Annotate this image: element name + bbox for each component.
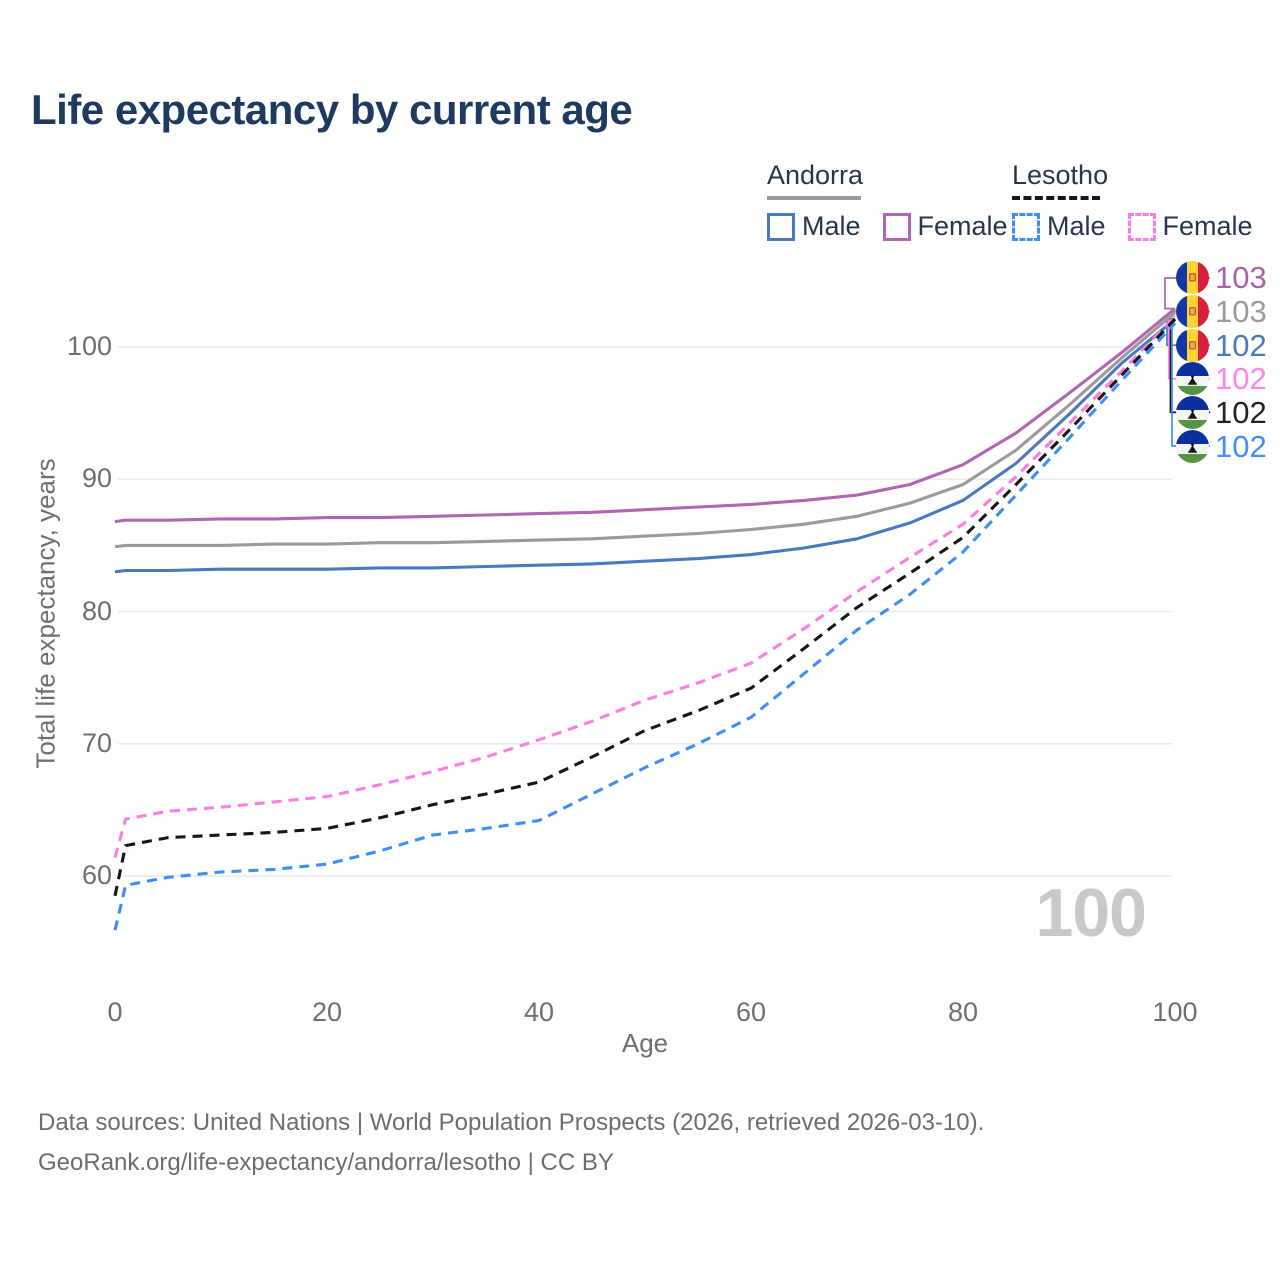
- series-line-lesotho-male[interactable]: [113, 322, 1177, 931]
- y-tick-label: 90: [81, 463, 112, 494]
- y-tick-label: 60: [81, 860, 112, 890]
- legend-country-lesotho[interactable]: Lesotho: [1012, 160, 1109, 190]
- legend-group-lesotho: Lesotho Male Female: [1012, 160, 1253, 242]
- x-tick-label: 60: [735, 997, 767, 1027]
- lesotho-female-swatch-icon[interactable]: [1127, 212, 1156, 241]
- series-line-lesotho-female[interactable]: [113, 315, 1177, 858]
- x-axis-title: Age: [621, 1028, 669, 1058]
- legend-label-lesotho-female[interactable]: Female: [1162, 211, 1253, 241]
- x-tick-label: 0: [107, 997, 123, 1027]
- footer: Data sources: United Nations | World Pop…: [38, 1103, 984, 1183]
- end-value: 102: [1215, 395, 1267, 430]
- end-value: 102: [1215, 328, 1267, 363]
- y-axis-title: Total life expectancy, years: [30, 458, 61, 769]
- end-label-andorra-total: 103: [1176, 295, 1267, 328]
- x-tick-label: 100: [1152, 997, 1198, 1027]
- legend-label-lesotho-male[interactable]: Male: [1047, 211, 1106, 241]
- x-tick-label: 80: [947, 997, 979, 1027]
- legend-label-andorra-female[interactable]: Female: [917, 211, 1008, 241]
- series-line-andorra-total[interactable]: [114, 311, 1177, 549]
- legend-item-lesotho-female[interactable]: Female: [1127, 211, 1253, 242]
- footer-data-sources: Data sources: United Nations | World Pop…: [38, 1109, 985, 1136]
- end-label-andorra-female: 103: [1176, 261, 1267, 294]
- end-value: 103: [1215, 294, 1267, 329]
- x-tick-label: 20: [311, 997, 343, 1027]
- end-label-lesotho-female: 102: [1176, 362, 1267, 395]
- y-tick-label: 70: [81, 727, 112, 758]
- series-line-andorra-female[interactable]: [114, 307, 1176, 524]
- end-label-lesotho-male: 102: [1176, 430, 1267, 463]
- lesotho-flag-icon: [1176, 430, 1209, 463]
- end-value: 103: [1215, 260, 1267, 295]
- legend-group-andorra: Andorra Male Female: [767, 160, 1008, 242]
- lesotho-flag-icon: [1176, 396, 1209, 429]
- page-title: Life expectancy by current age: [31, 86, 633, 133]
- lesotho-male-swatch-icon[interactable]: [1012, 212, 1040, 241]
- andorra-flag-icon: [1176, 329, 1209, 362]
- andorra-female-swatch-icon[interactable]: [882, 212, 911, 241]
- andorra-flag-icon: [1176, 295, 1209, 328]
- x-tick-label: 40: [523, 997, 555, 1027]
- andorra-male-swatch-icon[interactable]: [767, 212, 795, 241]
- series-line-lesotho-total[interactable]: [113, 318, 1177, 897]
- legend-item-lesotho-male[interactable]: Male: [1012, 211, 1106, 242]
- end-label-andorra-male: 102: [1176, 329, 1267, 362]
- legend-label-andorra-male[interactable]: Male: [802, 211, 861, 241]
- lesotho-flag-icon: [1176, 362, 1209, 395]
- footer-attribution: GeoRank.org/life-expectancy/andorra/leso…: [38, 1149, 614, 1176]
- end-label-lesotho-total: 102: [1176, 396, 1267, 429]
- age-counter-watermark: 100: [1035, 875, 1147, 951]
- legend-underline-andorra: [767, 196, 861, 200]
- y-tick-label: 100: [66, 331, 112, 361]
- legend-country-andorra[interactable]: Andorra: [767, 160, 864, 190]
- end-value: 102: [1215, 429, 1267, 464]
- series-line-andorra-male[interactable]: [114, 318, 1176, 574]
- andorra-flag-icon: [1176, 261, 1209, 294]
- y-tick-label: 80: [81, 595, 112, 626]
- legend-item-andorra-female[interactable]: Female: [882, 211, 1008, 242]
- end-value: 102: [1215, 361, 1267, 396]
- legend-underline-lesotho: [1012, 196, 1100, 200]
- legend-item-andorra-male[interactable]: Male: [767, 211, 861, 242]
